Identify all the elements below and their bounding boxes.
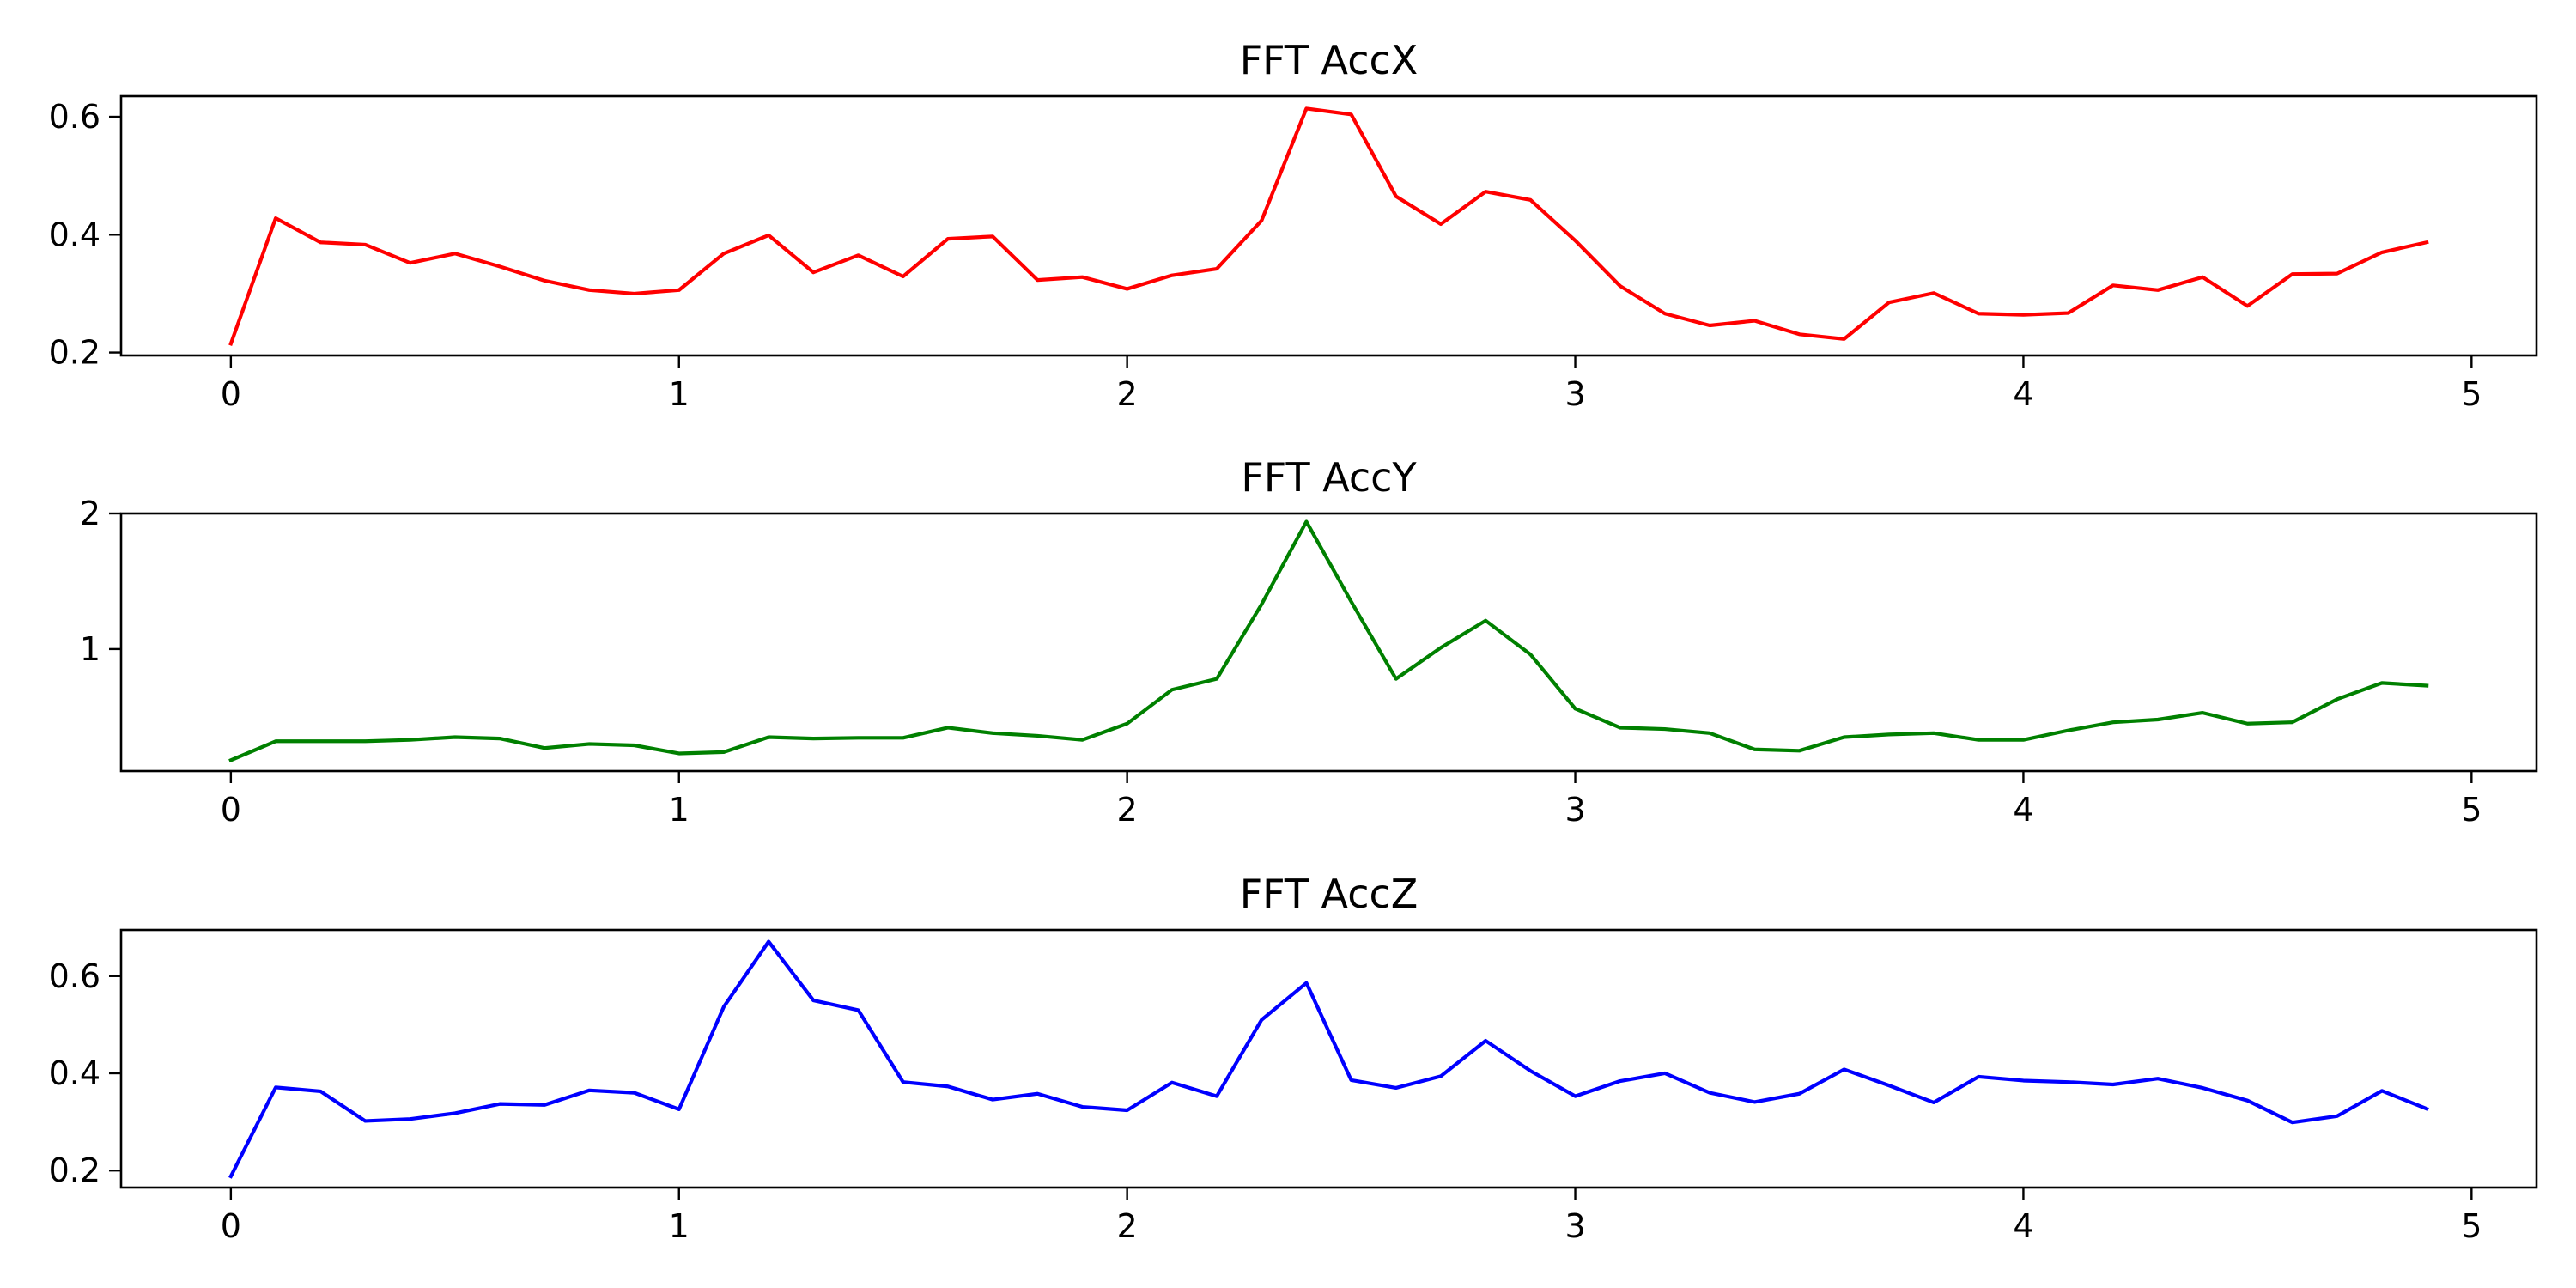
series-line-accx <box>228 106 2429 346</box>
x-tick-label-accz-2: 2 <box>1117 1207 1138 1245</box>
x-tick-label-accz-1: 1 <box>669 1207 690 1245</box>
y-tick-label-accx-0: 0.2 <box>49 334 100 372</box>
axes-frame-accz <box>119 928 2538 1189</box>
plot-accz: FFT AccZ 0 1 2 3 4 5 0.2 0.4 0.6 <box>49 871 2538 1245</box>
x-tick-label-accz-4: 4 <box>2013 1207 2033 1245</box>
y-tick-label-accx-1: 0.4 <box>49 216 100 253</box>
axes-frame-accx <box>119 94 2538 357</box>
x-tick-label-accx-1: 1 <box>669 375 690 413</box>
x-tick-label-accx-4: 4 <box>2013 375 2033 413</box>
x-tick-label-accz-0: 0 <box>221 1207 241 1245</box>
x-tick-label-accx-2: 2 <box>1117 375 1138 413</box>
x-tick-label-accx-3: 3 <box>1564 375 1585 413</box>
x-tick-label-accy-0: 0 <box>221 791 241 829</box>
x-tick-label-accy-3: 3 <box>1564 791 1585 829</box>
x-tick-label-accy-1: 1 <box>669 791 690 829</box>
plot-accy: FFT AccY 0 1 2 3 4 5 1 2 <box>80 454 2538 829</box>
x-tick-label-accz-3: 3 <box>1564 1207 1585 1245</box>
x-tick-label-accx-0: 0 <box>221 375 241 413</box>
title-accz: FFT AccZ <box>1240 871 1419 917</box>
x-tick-label-accy-2: 2 <box>1117 791 1138 829</box>
x-tick-label-accy-4: 4 <box>2013 791 2033 829</box>
y-tick-label-accx-2: 0.6 <box>49 98 100 136</box>
axes-frame-accy <box>119 512 2538 773</box>
y-tick-label-accz-0: 0.2 <box>49 1151 100 1189</box>
y-tick-label-accy-0: 1 <box>80 630 100 668</box>
series-line-accy <box>228 519 2429 763</box>
series-line-accz <box>228 939 2429 1179</box>
y-tick-label-accy-1: 2 <box>80 495 100 532</box>
y-tick-label-accz-1: 0.4 <box>49 1054 100 1092</box>
y-tick-label-accz-2: 0.6 <box>49 957 100 995</box>
title-accy: FFT AccY <box>1241 454 1417 501</box>
plot-accx: FFT AccX 0 1 2 3 4 5 0.2 0.4 0.6 <box>49 37 2538 413</box>
x-tick-label-accz-5: 5 <box>2461 1207 2482 1245</box>
x-tick-label-accy-5: 5 <box>2461 791 2482 829</box>
x-tick-label-accx-5: 5 <box>2461 375 2482 413</box>
title-accx: FFT AccX <box>1240 37 1419 83</box>
